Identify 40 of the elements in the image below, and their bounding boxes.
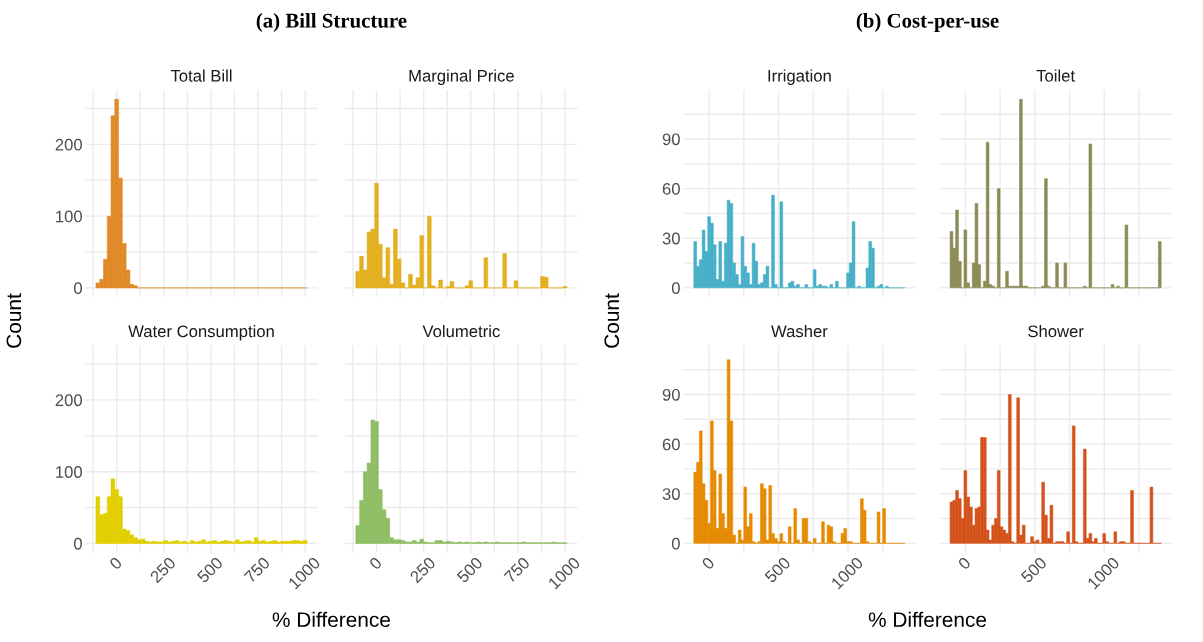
x-tick-label: 500: [764, 556, 792, 584]
y-tick-label: 200: [55, 138, 82, 151]
y-tick-label: 100: [56, 466, 82, 478]
y-tick-label: 0: [74, 282, 82, 295]
x-axis-title: % Difference: [868, 611, 987, 628]
y-tick-label: 0: [671, 282, 680, 295]
y-tick-label: 30: [662, 488, 680, 500]
y-axis-title: Count: [6, 293, 22, 348]
x-tick-label: 0: [701, 556, 716, 571]
x-tick-label: 0: [368, 556, 383, 571]
x-tick-label: 750: [243, 556, 271, 584]
x-tick-label: 250: [149, 556, 177, 584]
x-tick-label: 750: [503, 556, 531, 584]
chart-subtitle: Water Consumption: [128, 324, 274, 341]
y-tick-label: 60: [662, 183, 680, 195]
x-tick-label: 500: [456, 556, 484, 584]
y-tick-label: 60: [662, 438, 680, 451]
chart-subtitle: Volumetric: [422, 324, 500, 338]
x-tick-label: 500: [1020, 556, 1048, 584]
y-tick-label: 200: [55, 394, 82, 407]
x-tick-label: 0: [957, 556, 972, 571]
chart-subtitle: Shower: [1028, 324, 1084, 338]
chart-subtitle: Marginal Price: [409, 69, 514, 86]
x-tick-label: 250: [409, 556, 437, 584]
x-axis-title: % Difference: [272, 611, 390, 628]
x-tick-label: 0: [108, 556, 123, 571]
chart-subtitle: Irrigation: [768, 69, 831, 86]
y-tick-label: 30: [662, 232, 680, 245]
chart-title: (b) Cost-per-use: [856, 13, 999, 32]
y-tick-label: 0: [671, 537, 680, 550]
chart-subtitle: Total Bill: [170, 69, 232, 82]
y-tick-label: 90: [662, 388, 680, 401]
chart-subtitle: Washer: [771, 324, 828, 338]
chart-subtitle: Toilet: [1036, 69, 1075, 82]
y-tick-label: 90: [662, 133, 680, 146]
chart-title: (a) Bill Structure: [256, 13, 407, 32]
y-axis-title: Count: [604, 293, 620, 348]
x-tick-label: 500: [196, 556, 224, 584]
y-tick-label: 100: [56, 210, 82, 223]
y-tick-label: 0: [74, 537, 82, 550]
